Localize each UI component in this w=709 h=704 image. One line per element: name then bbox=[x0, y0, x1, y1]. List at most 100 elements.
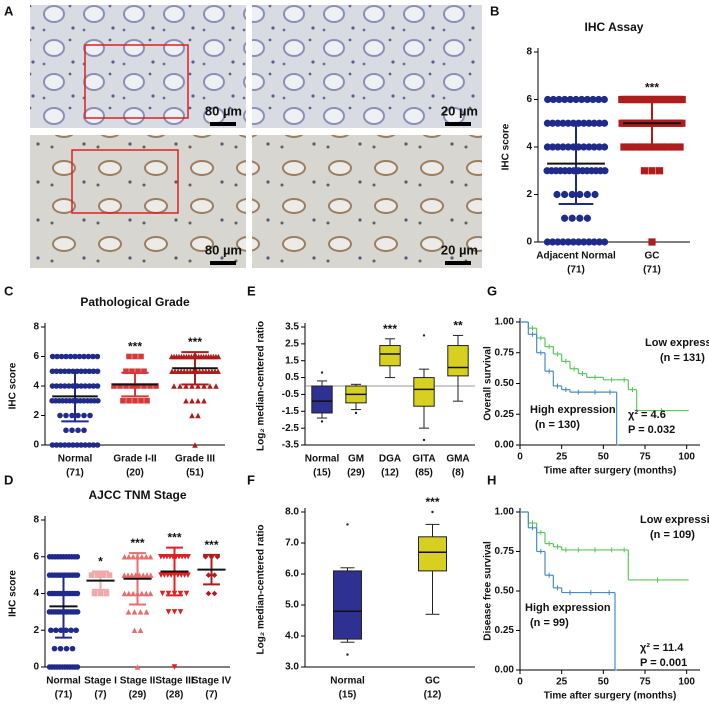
dot bbox=[117, 383, 123, 389]
dot bbox=[549, 238, 557, 246]
x-tick-label: Normal bbox=[46, 676, 81, 687]
annotation: (n = 99) bbox=[530, 617, 569, 629]
annotation: (n = 130) bbox=[535, 419, 580, 431]
x-tick-label: 75 bbox=[639, 677, 651, 688]
dot bbox=[90, 368, 97, 375]
dot bbox=[177, 590, 184, 597]
y-axis-label: Overall survival bbox=[483, 346, 494, 421]
dot bbox=[94, 368, 101, 375]
dot bbox=[601, 167, 609, 175]
dot bbox=[97, 590, 104, 597]
dot bbox=[143, 609, 150, 615]
dot bbox=[648, 238, 656, 246]
dot bbox=[583, 214, 592, 222]
dot bbox=[121, 553, 128, 560]
scale-label: 20 µm bbox=[441, 103, 478, 118]
dot bbox=[590, 119, 598, 127]
significance: *** bbox=[383, 322, 397, 336]
dot bbox=[95, 397, 101, 404]
x-tick-label: 25 bbox=[556, 677, 568, 688]
dot bbox=[74, 553, 81, 560]
micrograph bbox=[30, 135, 246, 268]
dot bbox=[49, 368, 56, 375]
dot bbox=[120, 397, 126, 404]
y-tick-label: 8 bbox=[33, 322, 39, 333]
y-tick-label: 0.25 bbox=[495, 625, 515, 636]
dot bbox=[69, 412, 75, 419]
dot bbox=[121, 590, 128, 597]
dot bbox=[131, 627, 138, 634]
dot bbox=[147, 383, 153, 389]
box bbox=[311, 385, 333, 414]
dot bbox=[561, 190, 569, 199]
dot bbox=[554, 143, 562, 151]
x-tick-label: Grade III bbox=[175, 454, 215, 465]
dot bbox=[564, 238, 572, 246]
x-tick-label: Normal bbox=[58, 454, 93, 465]
panel-label: C bbox=[4, 283, 14, 298]
x-tick-label: (29) bbox=[129, 690, 147, 701]
dot bbox=[211, 572, 218, 578]
scale-label: 80 µm bbox=[205, 103, 242, 118]
dot bbox=[125, 609, 132, 615]
y-tick-label: -3.5 bbox=[282, 440, 300, 451]
box bbox=[447, 345, 469, 377]
y-tick-label: 0.75 bbox=[495, 347, 515, 358]
annotation: High expression bbox=[530, 404, 616, 416]
dot bbox=[82, 442, 89, 448]
dot bbox=[132, 397, 138, 404]
dot bbox=[144, 397, 150, 404]
dot bbox=[559, 143, 567, 151]
dot bbox=[94, 572, 101, 578]
dot bbox=[68, 627, 74, 634]
dot bbox=[195, 412, 201, 419]
micrograph bbox=[30, 5, 246, 128]
annotation: P = 0.032 bbox=[628, 424, 675, 436]
dot bbox=[543, 238, 552, 246]
dot bbox=[134, 664, 141, 670]
dot bbox=[574, 238, 583, 246]
dot bbox=[568, 190, 576, 199]
x-tick-label: GMA bbox=[446, 454, 469, 465]
dot bbox=[201, 383, 207, 389]
dot bbox=[201, 397, 207, 404]
dot bbox=[88, 572, 95, 578]
dot bbox=[192, 442, 198, 448]
dot bbox=[177, 609, 184, 615]
dot bbox=[129, 572, 135, 578]
x-tick-label: 50 bbox=[598, 452, 610, 463]
dot bbox=[73, 627, 79, 634]
panel-label: E bbox=[247, 283, 256, 298]
y-tick-label: 3.0 bbox=[285, 662, 299, 673]
dot bbox=[91, 590, 98, 597]
y-tick-label: -2.5 bbox=[282, 423, 300, 434]
scale-label: 20 µm bbox=[441, 242, 478, 257]
dot bbox=[61, 383, 68, 389]
dot bbox=[86, 442, 93, 448]
x-tick-label: 100 bbox=[678, 677, 695, 688]
dot bbox=[676, 143, 684, 151]
dot bbox=[185, 553, 191, 560]
annotation: (n = 131) bbox=[660, 352, 705, 364]
annotation: P = 0.001 bbox=[640, 657, 687, 669]
x-tick-label: (71) bbox=[55, 690, 73, 701]
x-tick-label: (15) bbox=[339, 690, 357, 701]
dot bbox=[632, 143, 641, 151]
y-axis-label: Log₂ median-centered ratio bbox=[256, 321, 267, 451]
dot bbox=[138, 353, 144, 360]
dot bbox=[600, 119, 609, 127]
y-tick-label: 1.5 bbox=[285, 355, 299, 366]
dot bbox=[147, 590, 154, 597]
y-tick-label: 4.0 bbox=[285, 631, 299, 642]
dot bbox=[171, 609, 178, 615]
y-tick-label: 0 bbox=[33, 662, 39, 673]
dot bbox=[66, 383, 72, 389]
y-tick-label: 2 bbox=[33, 410, 39, 421]
y-tick-label: 6 bbox=[33, 551, 39, 562]
dot bbox=[580, 143, 588, 151]
dot bbox=[651, 143, 659, 151]
dot bbox=[126, 553, 132, 560]
dot bbox=[53, 627, 59, 634]
dot bbox=[103, 590, 110, 597]
x-tick-label: (28) bbox=[166, 690, 184, 701]
